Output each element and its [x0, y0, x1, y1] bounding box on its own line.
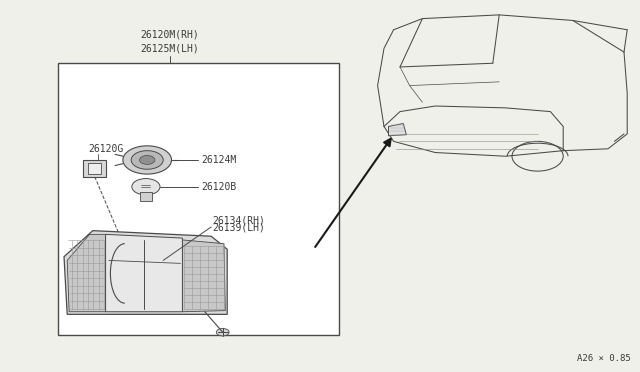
- Text: 26120M(RH): 26120M(RH): [140, 29, 199, 39]
- Text: 26124M: 26124M: [202, 155, 237, 165]
- Polygon shape: [388, 124, 406, 136]
- Polygon shape: [67, 234, 106, 312]
- Circle shape: [123, 146, 172, 174]
- Polygon shape: [182, 240, 225, 312]
- Text: A26 × 0.85: A26 × 0.85: [577, 354, 630, 363]
- Circle shape: [131, 151, 163, 169]
- Bar: [83, 160, 106, 177]
- Text: 26139(LH): 26139(LH): [212, 222, 266, 232]
- Polygon shape: [106, 234, 182, 312]
- Circle shape: [140, 155, 155, 164]
- Bar: [88, 163, 101, 174]
- Text: 26125M(LH): 26125M(LH): [140, 44, 199, 54]
- Bar: [58, 63, 339, 335]
- Circle shape: [216, 328, 229, 336]
- Polygon shape: [64, 231, 227, 314]
- Circle shape: [132, 179, 160, 195]
- Text: 26120G: 26120G: [88, 144, 124, 154]
- Text: 26134(RH): 26134(RH): [212, 215, 266, 225]
- Polygon shape: [140, 192, 152, 201]
- Text: 26120B: 26120B: [202, 182, 237, 192]
